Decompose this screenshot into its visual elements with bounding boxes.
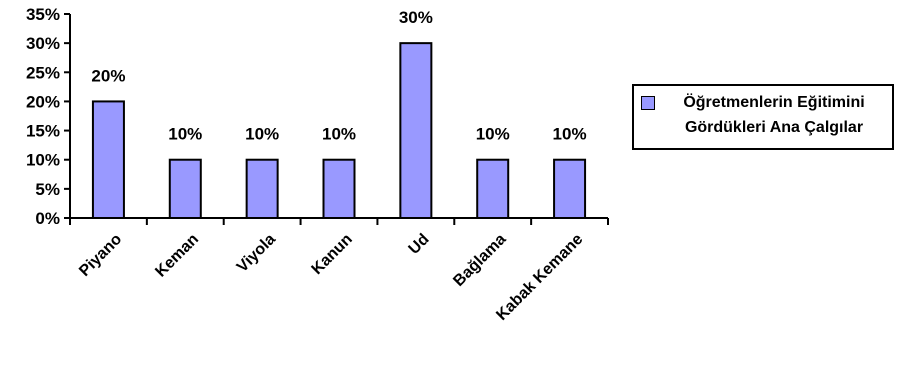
- data-label: 10%: [553, 125, 587, 144]
- category-label: Viyola: [234, 231, 279, 276]
- bar: [476, 158, 510, 219]
- data-label: 20%: [91, 66, 125, 85]
- bar: [553, 158, 587, 219]
- y-tick-label: 35%: [26, 5, 60, 24]
- y-tick-label: 15%: [26, 122, 60, 141]
- legend-swatch: [641, 96, 655, 110]
- bar: [322, 158, 356, 219]
- legend-label: Öğretmenlerin Eğitimini Gördükleri Ana Ç…: [656, 90, 892, 140]
- y-tick-label: 0%: [35, 209, 60, 228]
- bar: [91, 100, 125, 219]
- category-label: Bağlama: [450, 231, 509, 290]
- data-label: 30%: [399, 8, 433, 27]
- data-label: 10%: [168, 125, 202, 144]
- legend-label-line-2: Gördükleri Ana Çalgılar: [684, 119, 864, 136]
- legend: Öğretmenlerin Eğitimini Gördükleri Ana Ç…: [632, 84, 894, 150]
- category-label: Piyano: [76, 231, 125, 280]
- bar: [168, 158, 202, 219]
- category-label: Kanun: [309, 231, 356, 278]
- y-tick-label: 30%: [26, 34, 60, 53]
- y-tick-label: 25%: [26, 63, 60, 82]
- data-label: 10%: [476, 125, 510, 144]
- y-tick-label: 20%: [26, 92, 60, 111]
- bar: [245, 158, 279, 219]
- bar: [399, 42, 433, 220]
- y-tick-label: 10%: [26, 151, 60, 170]
- category-label: Keman: [152, 231, 202, 281]
- y-tick-label: 5%: [35, 180, 60, 199]
- legend-label-line-1: Öğretmenlerin Eğitimini: [683, 94, 865, 111]
- data-label: 10%: [322, 125, 356, 144]
- category-label: Ud: [406, 231, 433, 258]
- data-label: 10%: [245, 125, 279, 144]
